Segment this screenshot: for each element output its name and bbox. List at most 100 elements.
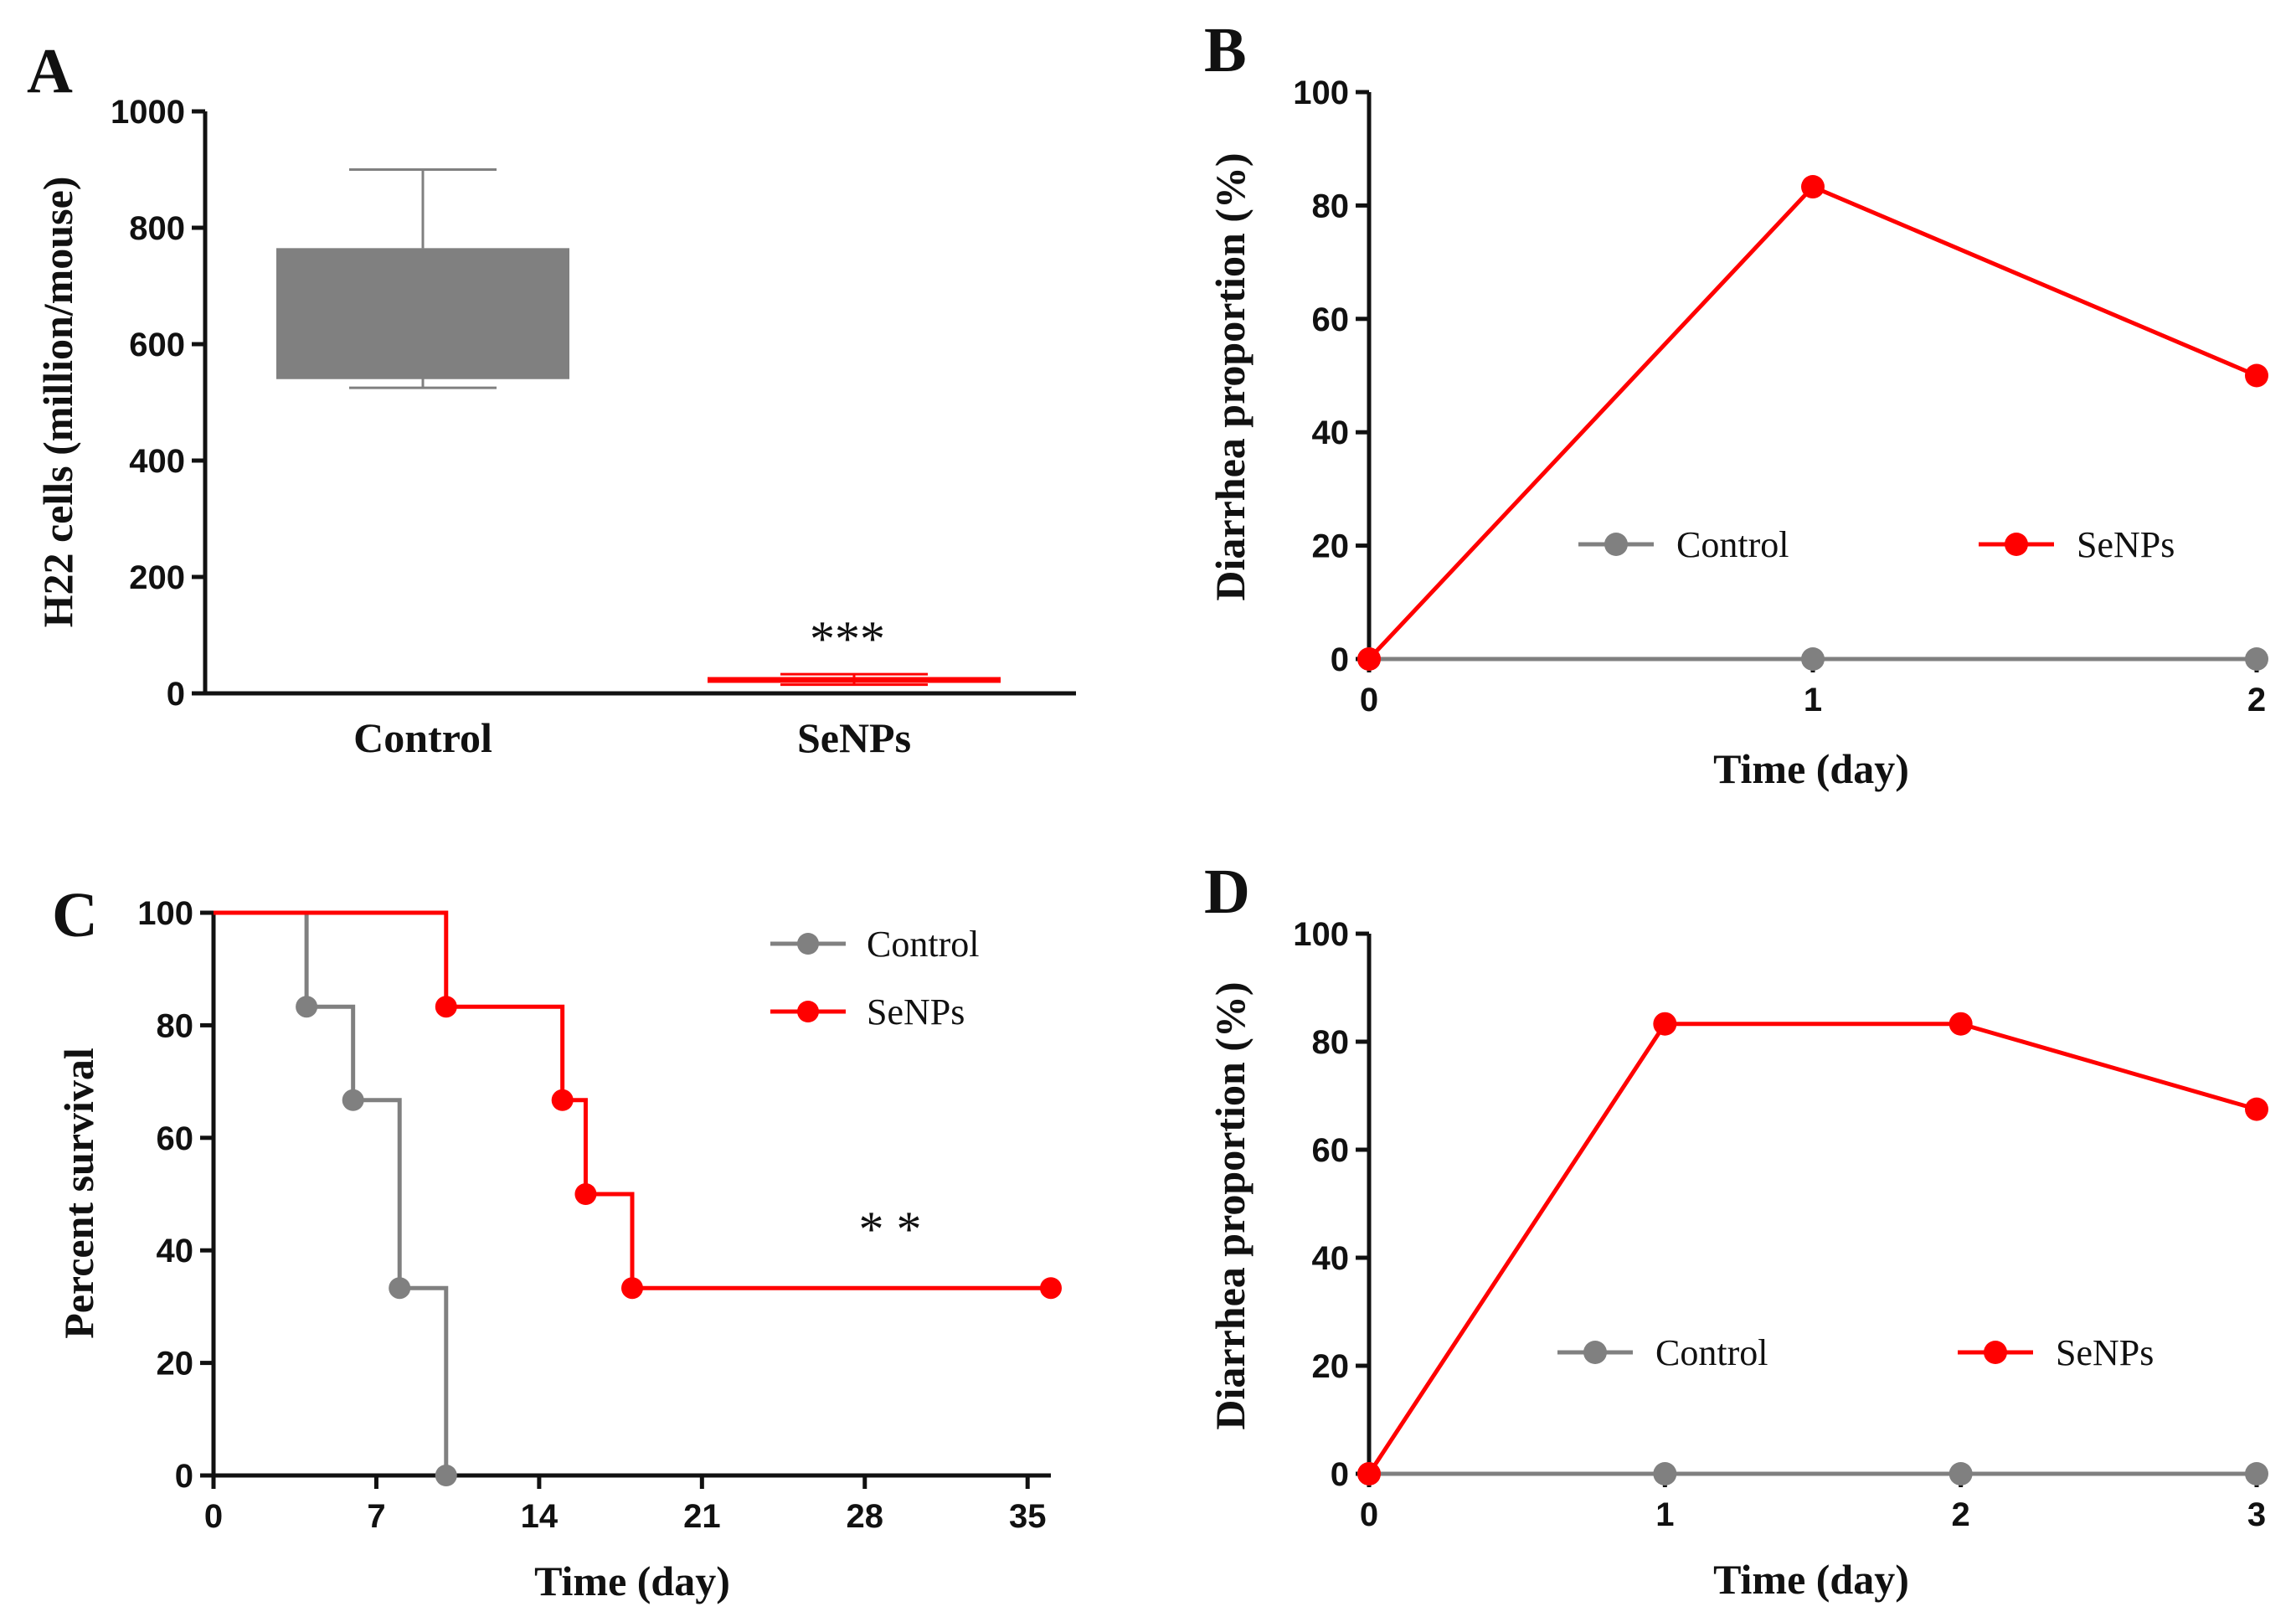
y-tick-label: 80	[1312, 1024, 1350, 1061]
x-tick-label: 1	[1655, 1496, 1674, 1533]
event-point	[435, 1465, 457, 1486]
x-tick-label: 0	[204, 1498, 223, 1535]
y-tick-label: 100	[1293, 916, 1349, 953]
significance-marker: ***	[810, 611, 885, 667]
panel-letter: B	[1204, 15, 1247, 85]
legend-label: Control	[1655, 1332, 1768, 1373]
x-axis-title: Time (day)	[1713, 1556, 1909, 1603]
box-control	[276, 168, 569, 389]
y-tick-label: 1000	[111, 94, 185, 131]
y-tick-label: 600	[129, 327, 185, 363]
x-tick-label: 2	[1952, 1496, 1970, 1533]
event-point	[435, 996, 457, 1018]
legend-marker	[797, 933, 819, 955]
panel-c-y-axis: 0 20 40 60 80 100	[137, 895, 216, 1495]
data-point	[1949, 1462, 1973, 1486]
x-tick-label: 3	[2247, 1496, 2266, 1533]
series-senps	[1357, 1012, 2268, 1486]
x-axis-title: Time (day)	[534, 1558, 730, 1604]
x-axis-title: Time (day)	[1713, 745, 1909, 792]
legend-label: SeNPs	[2056, 1332, 2154, 1373]
y-tick-label: 0	[1331, 641, 1349, 678]
data-point	[1801, 175, 1825, 199]
x-tick-label: 28	[847, 1498, 884, 1535]
data-point	[1653, 1012, 1677, 1036]
legend-marker	[1604, 533, 1628, 556]
y-tick-label: 800	[129, 210, 185, 247]
x-tick-label: 14	[521, 1498, 559, 1535]
panel-letter: A	[27, 36, 73, 106]
x-tick-label: 21	[683, 1498, 721, 1535]
x-tick-label: 0	[1360, 682, 1378, 718]
legend-entry-senps: SeNPs	[770, 991, 965, 1032]
event-point	[551, 1089, 574, 1111]
panel-letter: D	[1204, 857, 1250, 927]
panel-a-y-axis: 0 200 400 600 800 1000	[111, 94, 208, 713]
y-axis-title: Percent survival	[55, 1048, 102, 1339]
y-tick-label: 40	[157, 1233, 194, 1269]
x-tick-label: 2	[2247, 682, 2266, 718]
panel-a-x-axis: Control SeNPs	[205, 691, 1076, 761]
event-point	[389, 1277, 411, 1300]
y-tick-label: 80	[157, 1007, 194, 1044]
legend-marker	[1984, 1341, 2007, 1364]
event-point	[1040, 1277, 1062, 1300]
y-tick-label: 0	[167, 676, 185, 713]
data-point	[1357, 1462, 1381, 1486]
x-tick-label: 1	[1804, 682, 1822, 718]
x-tick-label: 35	[1009, 1498, 1047, 1535]
box-senps	[708, 672, 1001, 687]
y-tick-label: 60	[1312, 301, 1350, 338]
series-control	[1357, 1462, 2268, 1486]
legend-entry-control: Control	[1578, 524, 1789, 565]
data-point	[1653, 1462, 1677, 1486]
legend-entry-control: Control	[1557, 1332, 1768, 1373]
data-point	[1949, 1012, 1973, 1036]
data-point	[2245, 1462, 2268, 1486]
data-point	[2245, 1097, 2268, 1121]
x-tick-label: 7	[367, 1498, 385, 1535]
legend-marker	[2005, 533, 2028, 556]
series-senps	[1357, 175, 2268, 671]
legend-marker	[797, 1001, 819, 1022]
data-point	[2245, 363, 2268, 388]
y-tick-label: 0	[1331, 1456, 1349, 1493]
legend-entry-control: Control	[770, 924, 979, 965]
y-tick-label: 20	[1312, 528, 1350, 565]
legend-label: Control	[1676, 524, 1789, 565]
series-senps	[214, 910, 1062, 1300]
legend-marker	[1583, 1341, 1607, 1364]
y-tick-label: 20	[157, 1346, 194, 1383]
data-point	[1357, 647, 1381, 671]
panel-b-y-axis: 0 20 40 60 80 100	[1293, 75, 1372, 678]
event-point	[574, 1183, 597, 1205]
panel-letter: C	[52, 880, 98, 950]
box-body	[276, 248, 569, 378]
legend-label: SeNPs	[867, 991, 965, 1032]
survival-curve	[214, 910, 1051, 1290]
y-axis-title: Diarrhea proportion (%)	[1207, 981, 1254, 1429]
y-tick-label: 200	[129, 559, 185, 596]
series-line	[1367, 184, 2257, 661]
y-tick-label: 20	[1312, 1348, 1350, 1385]
series-control	[214, 910, 457, 1486]
legend-entry-senps: SeNPs	[1958, 1332, 2154, 1373]
event-point	[621, 1277, 643, 1300]
series-control	[1357, 647, 2268, 671]
y-tick-label: 60	[1312, 1132, 1350, 1169]
y-tick-label: 40	[1312, 1240, 1350, 1277]
panel-c-x-axis: 0 7 14 21 28 35	[204, 1473, 1051, 1535]
x-category-label: SeNPs	[797, 714, 911, 761]
series-line	[1367, 1022, 2257, 1475]
y-tick-label: 80	[1312, 188, 1350, 224]
y-tick-label: 60	[157, 1120, 194, 1157]
legend-label: Control	[867, 924, 979, 965]
event-point	[342, 1089, 364, 1111]
data-point	[2245, 647, 2268, 671]
event-point	[296, 996, 318, 1018]
panel-d-y-axis: 0 20 40 60 80 100	[1293, 916, 1372, 1493]
survival-curve	[214, 910, 449, 1475]
y-tick-label: 400	[129, 443, 185, 480]
y-axis-title: Diarrhea proportion (%)	[1207, 152, 1254, 600]
